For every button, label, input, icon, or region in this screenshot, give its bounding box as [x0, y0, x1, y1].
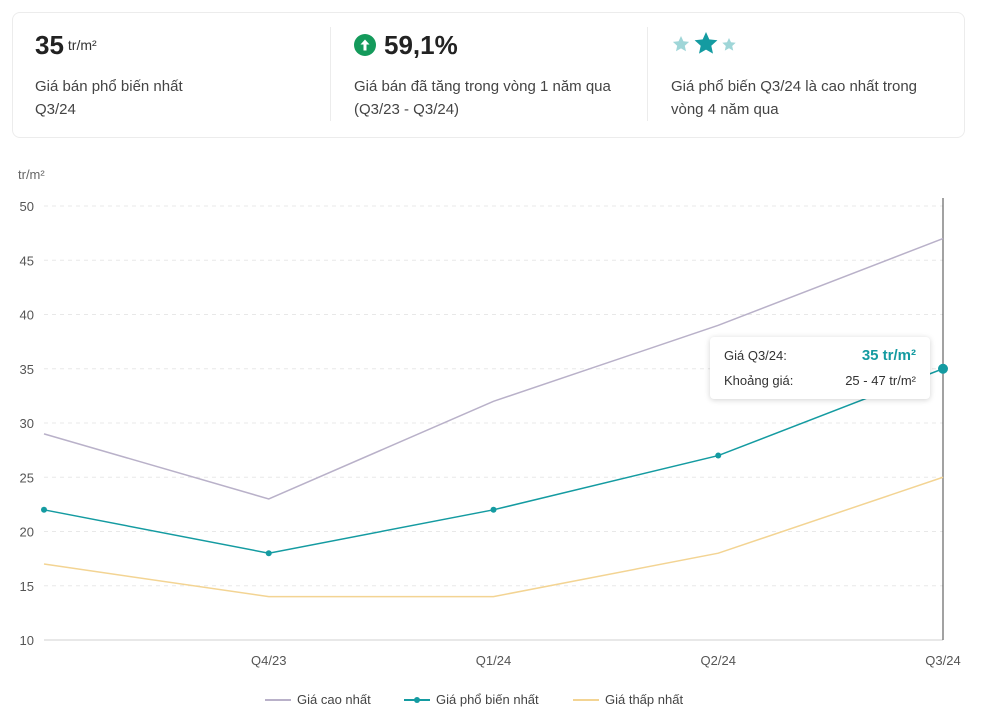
legend-swatch	[404, 696, 430, 703]
stat-value: 59,1%	[384, 29, 458, 60]
y-tick-label: 10	[20, 633, 34, 648]
stat-typical-price: 35 tr/m² Giá bán phổ biến nhất Q3/24	[35, 27, 325, 135]
legend-swatch	[265, 698, 291, 701]
stat-desc-line: vòng 4 năm qua	[671, 101, 779, 118]
stat-desc-line: Giá phổ biến Q3/24 là cao nhất trong	[671, 78, 918, 95]
divider	[330, 27, 331, 121]
data-point	[265, 550, 272, 557]
legend-item-high[interactable]: Giá cao nhất	[265, 692, 371, 707]
x-tick-label: Q2/24	[701, 653, 736, 668]
y-tick-label: 25	[20, 470, 34, 485]
stat-desc-line: Q3/24	[35, 101, 76, 118]
y-tick-label: 30	[20, 416, 34, 431]
y-tick-label: 15	[20, 579, 34, 594]
y-axis-label: tr/m²	[18, 167, 45, 182]
y-tick-label: 50	[20, 199, 34, 214]
star-icon	[722, 38, 736, 51]
y-tick-label: 35	[20, 362, 34, 377]
chart-legend: Giá cao nhất Giá phổ biến nhất Giá thấp nh…	[0, 692, 981, 716]
divider	[647, 27, 648, 121]
data-point	[490, 506, 497, 513]
stat-description: Giá phổ biến Q3/24 là cao nhất trong vòn…	[671, 75, 961, 121]
y-tick-label: 20	[20, 525, 34, 540]
stat-desc-line: Giá bán phổ biến nhất	[35, 78, 183, 95]
x-tick-label: Q4/23	[251, 653, 286, 668]
legend-item-low[interactable]: Giá thấp nhất	[573, 692, 683, 707]
x-tick-label: Q3/24	[925, 653, 960, 668]
star-icon	[672, 36, 690, 52]
data-point	[938, 363, 948, 374]
tooltip-label: Khoảng giá:	[724, 373, 794, 388]
stat-value: 35	[35, 29, 64, 60]
tooltip-label: Giá Q3/24:	[724, 348, 787, 363]
y-tick-label: 40	[20, 308, 34, 323]
tooltip-value: 35 tr/m²	[861, 347, 916, 364]
arrow-up-circle-icon	[354, 34, 376, 56]
chart-tooltip: Giá Q3/24: 35 tr/m² Khoảng giá: 25 - 47 …	[710, 337, 930, 399]
stat-price-rank: Giá phổ biến Q3/24 là cao nhất trong vòn…	[671, 27, 961, 135]
stat-price-growth: 59,1% Giá bán đã tăng trong vòng 1 năm q…	[354, 27, 654, 135]
legend-label: Giá thấp nhất	[605, 692, 684, 707]
data-point	[41, 506, 47, 513]
y-tick-label: 45	[20, 253, 34, 268]
tooltip-range: 25 - 47 tr/m²	[845, 373, 916, 388]
legend-item-typical[interactable]: Giá phổ biến nhất	[404, 692, 539, 707]
stat-description: Giá bán phổ biến nhất Q3/24	[35, 75, 325, 121]
legend-swatch	[573, 698, 599, 701]
legend-label: Giá cao nhất	[297, 692, 371, 707]
stat-desc-line: Giá bán đã tăng trong vòng 1 năm qua	[354, 78, 611, 95]
three-stars-icon	[671, 27, 961, 63]
stat-desc-line: (Q3/23 - Q3/24)	[354, 101, 460, 118]
series-line-low	[43, 476, 944, 598]
price-line-chart[interactable]: tr/m² 10 15 20 25 30 35 40 45 50 Q4/23 Q1/24 Q2/24 Q3…	[0, 150, 981, 680]
stats-card: 35 tr/m² Giá bán phổ biến nhất Q3/24 59,…	[12, 12, 965, 138]
series-line-high	[43, 237, 944, 500]
legend-marker	[414, 696, 420, 703]
legend-label: Giá phổ biến nhất	[436, 692, 539, 707]
stat-unit: tr/m²	[67, 37, 97, 53]
stat-description: Giá bán đã tăng trong vòng 1 năm qua (Q3…	[354, 75, 654, 121]
star-icon	[694, 32, 718, 54]
data-point	[715, 452, 722, 459]
x-tick-label: Q1/24	[476, 653, 511, 668]
